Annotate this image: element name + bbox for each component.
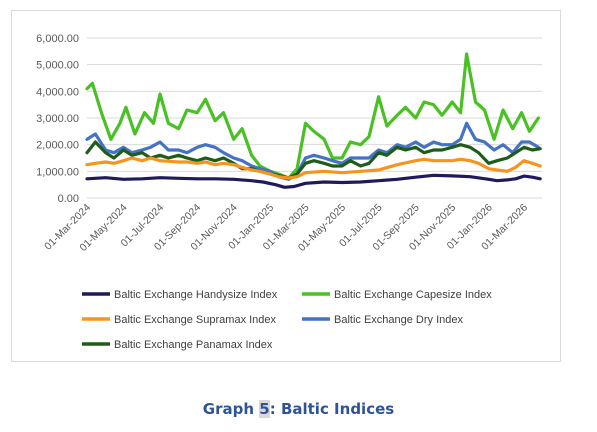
- chart-frame: 0.00 1,000.00 2,000.00 3,000.00 4,000.00 5,00…: [11, 10, 561, 362]
- baltic-exchange-capesize-index-legend-label: Baltic Exchange Capesize Index: [334, 289, 492, 301]
- y-tick-label: 5,000.00: [36, 60, 79, 72]
- y-tick-label: 4,000.00: [36, 86, 79, 98]
- baltic-exchange-panamax-index-line: [85, 140, 542, 180]
- baltic-exchange-dry-index-legend-label: Baltic Exchange Dry Index: [334, 314, 464, 326]
- y-tick-label: 6,000.00: [36, 33, 79, 45]
- caption-number: 5: [259, 400, 270, 418]
- baltic-exchange-capesize-index-line: [85, 52, 541, 180]
- baltic-exchange-dry-index-line: [85, 121, 541, 181]
- baltic-exchange-supramax-index-line: [85, 156, 542, 180]
- x-axis-tick-labels: 01-Mar-202401-May-202401-Jul-202401-Sep-…: [42, 202, 530, 254]
- baltic-exchange-handysize-index-legend-label: Baltic Exchange Handysize Index: [114, 289, 278, 301]
- baltic-indices-chart: 0.00 1,000.00 2,000.00 3,000.00 4,000.00 5,00…: [36, 33, 542, 351]
- y-tick-label: 0.00: [58, 193, 79, 205]
- baltic-exchange-supramax-index-legend-label: Baltic Exchange Supramax Index: [114, 314, 277, 326]
- baltic-exchange-handysize-index-line: [85, 173, 542, 189]
- y-tick-label: 3,000.00: [36, 113, 79, 125]
- y-tick-label: 2,000.00: [36, 140, 79, 152]
- y-tick-label: 1,000.00: [36, 166, 79, 178]
- figure-caption: Graph 5: Baltic Indices: [0, 400, 597, 418]
- caption-suffix: : Baltic Indices: [269, 400, 395, 418]
- y-axis-tick-labels: 0.00 1,000.00 2,000.00 3,000.00 4,000.00 5,00…: [36, 33, 79, 205]
- baltic-exchange-panamax-index-legend-label: Baltic Exchange Panamax Index: [114, 339, 273, 351]
- legend: Baltic Exchange Handysize Index Baltic Ex…: [82, 289, 492, 351]
- caption-prefix: Graph: [202, 400, 260, 418]
- series-lines: [85, 52, 542, 189]
